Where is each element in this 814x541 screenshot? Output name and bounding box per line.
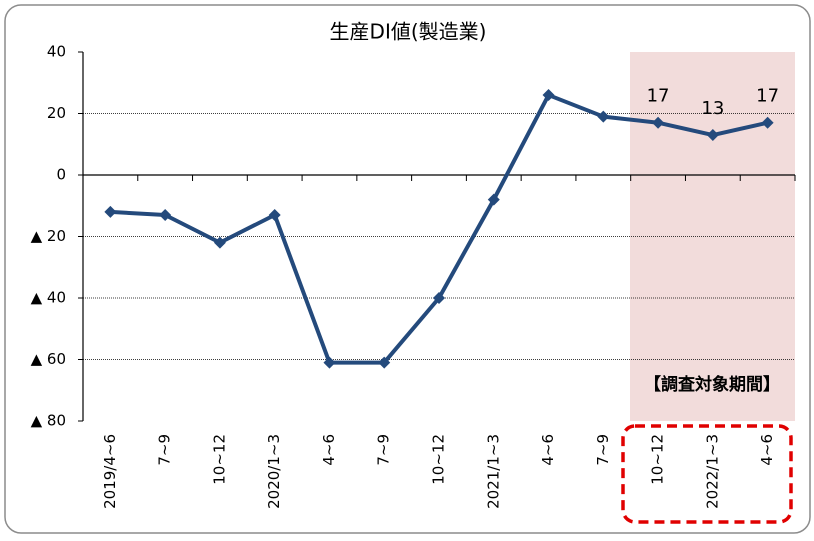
marker [159,208,172,221]
x-tick-label: 2020/1~3 [265,434,283,509]
y-tick-label: 0 [56,166,66,184]
x-tick-label: 4~6 [320,434,338,466]
x-tick-label: 10~12 [649,434,667,485]
x-tick-label: 4~6 [539,434,557,466]
x-tick-label: 2019/4~6 [101,434,119,509]
highlight-box [621,424,793,524]
frame [4,4,811,534]
marker [268,208,281,221]
marker [378,356,391,369]
y-tick-label: 40 [47,43,66,61]
marker [597,110,610,123]
annotation: 【調査対象期間】 [644,374,780,395]
chart-title: 生産DI値(製造業) [330,20,487,44]
y-tick-label: 20 [47,104,66,122]
x-tick-label: 7~9 [375,434,393,466]
x-tick-label: 10~12 [430,434,448,485]
x-tick-label: 10~12 [210,434,228,485]
marker [542,89,555,102]
data-label: 17 [647,86,670,107]
marker [652,116,665,129]
x-tick-label: 2022/1~3 [703,434,721,509]
x-tick-label: 4~6 [758,434,776,466]
marker [706,129,719,142]
y-tick-label: ▲ 60 [31,350,66,368]
data-label: 13 [701,98,724,119]
y-tick-label: ▲ 80 [31,412,66,430]
marker [104,205,117,218]
y-tick-label: ▲ 20 [31,227,66,245]
data-label: 17 [756,86,779,107]
marker [761,116,774,129]
marker [487,193,500,206]
x-tick-label: 2021/1~3 [484,434,502,509]
marker [323,356,336,369]
y-tick-label: ▲ 40 [31,289,66,307]
x-tick-label: 7~9 [156,434,174,466]
x-tick-label: 7~9 [594,434,612,466]
marker [433,292,445,304]
marker [213,236,226,249]
